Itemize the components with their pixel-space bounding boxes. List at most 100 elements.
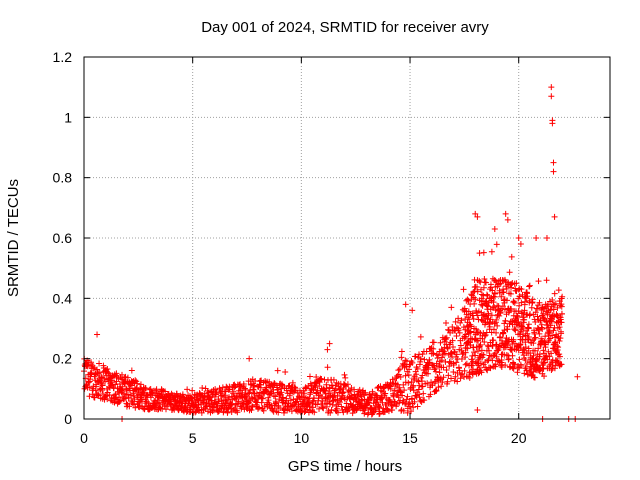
data-point	[460, 324, 467, 331]
data-point	[456, 329, 463, 336]
data-point	[410, 404, 417, 411]
y-tick-label: 1	[64, 109, 72, 125]
data-point	[491, 290, 498, 297]
data-point	[461, 367, 468, 374]
data-point	[476, 364, 483, 371]
data-point	[344, 381, 351, 388]
data-point	[412, 353, 419, 360]
data-point	[274, 386, 281, 393]
data-point	[419, 372, 426, 379]
data-point	[424, 380, 431, 387]
data-point	[301, 390, 308, 397]
data-point	[347, 388, 354, 395]
data-point	[550, 327, 557, 334]
data-point	[128, 367, 135, 374]
x-tick-label: 0	[80, 430, 88, 446]
data-point	[405, 371, 412, 378]
data-point	[402, 372, 409, 379]
data-point	[132, 404, 139, 411]
data-point	[452, 318, 459, 325]
data-point	[548, 350, 555, 357]
data-point	[476, 277, 483, 284]
data-point	[461, 373, 468, 380]
data-point	[513, 346, 520, 353]
data-point	[473, 325, 480, 332]
data-point	[195, 407, 202, 414]
data-point	[449, 337, 456, 344]
data-point	[532, 318, 539, 325]
data-point	[474, 312, 481, 319]
data-point	[156, 399, 163, 406]
data-point	[457, 375, 464, 382]
data-point	[480, 284, 487, 291]
data-point	[113, 378, 120, 385]
data-point	[432, 364, 439, 371]
data-point	[246, 355, 253, 362]
data-point	[524, 293, 531, 300]
data-point	[94, 378, 101, 385]
data-point	[555, 287, 562, 294]
data-point	[453, 351, 460, 358]
data-point	[132, 377, 139, 384]
data-point	[531, 347, 538, 354]
data-point	[440, 374, 447, 381]
x-axis-label: GPS time / hours	[288, 458, 402, 475]
data-point	[511, 361, 518, 368]
data-point	[515, 308, 522, 315]
data-point	[128, 382, 135, 389]
data-point	[487, 281, 494, 288]
data-point	[505, 356, 512, 363]
data-point	[490, 326, 497, 333]
data-point	[443, 366, 450, 373]
data-point	[525, 333, 532, 340]
data-point	[401, 387, 408, 394]
data-point	[94, 366, 101, 373]
data-point	[439, 379, 446, 386]
data-point	[283, 395, 290, 402]
data-point	[330, 376, 337, 383]
data-point	[461, 305, 468, 312]
data-point	[449, 324, 456, 331]
data-point	[445, 326, 452, 333]
data-point	[344, 407, 351, 414]
data-point	[414, 403, 421, 410]
data-point	[449, 343, 456, 350]
data-point	[282, 369, 289, 376]
data-point	[550, 159, 557, 166]
data-point	[493, 241, 500, 248]
data-point	[278, 389, 285, 396]
data-point	[514, 314, 521, 321]
data-point	[293, 398, 300, 405]
data-point	[366, 394, 373, 401]
data-point	[556, 353, 563, 360]
data-points	[81, 84, 581, 422]
data-point	[489, 343, 496, 350]
data-point	[524, 330, 531, 337]
data-point	[540, 347, 547, 354]
data-point	[292, 385, 299, 392]
data-point	[504, 216, 511, 223]
data-point	[326, 400, 333, 407]
data-point	[503, 285, 510, 292]
data-point	[548, 93, 555, 100]
data-point	[558, 361, 565, 368]
axis-ticks: 0 5 10 15 20 0 0.2 0.4 0.6 0.8 1 1.2	[53, 49, 610, 446]
data-point	[502, 317, 509, 324]
data-point	[503, 351, 510, 358]
data-point	[495, 346, 502, 353]
data-point	[397, 389, 404, 396]
data-point	[328, 406, 335, 413]
data-point	[540, 310, 547, 317]
data-point	[241, 385, 248, 392]
data-point	[102, 378, 109, 385]
data-point	[440, 364, 447, 371]
data-point	[498, 356, 505, 363]
data-point	[507, 290, 514, 297]
data-point	[421, 397, 428, 404]
data-point	[511, 300, 518, 307]
data-point	[215, 398, 222, 405]
data-point	[499, 303, 506, 310]
data-point	[409, 307, 416, 314]
data-point	[464, 345, 471, 352]
data-point	[147, 385, 154, 392]
